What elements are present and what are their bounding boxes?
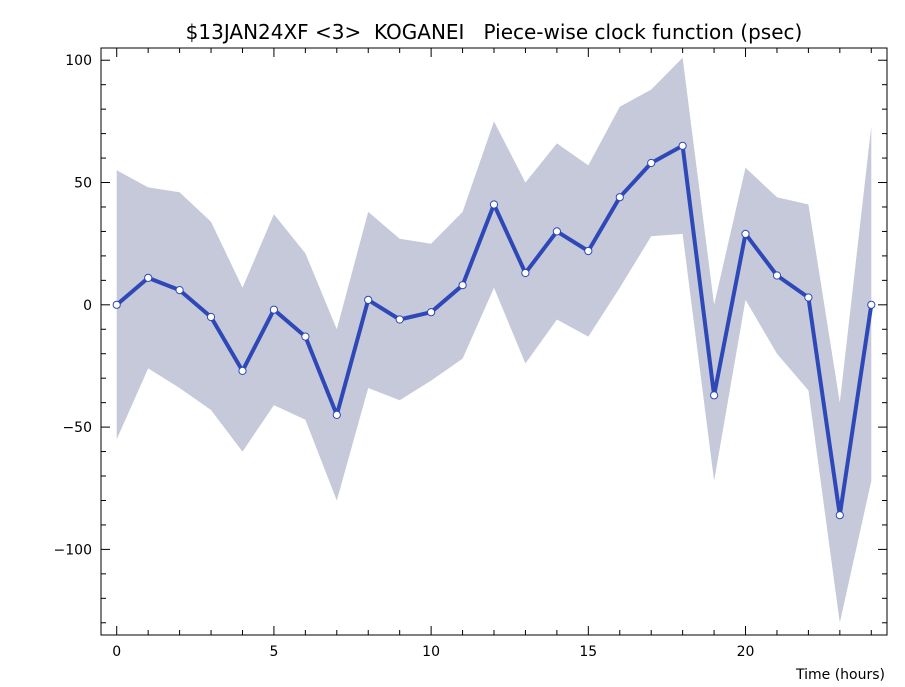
y-tick-label: −50 bbox=[62, 420, 92, 436]
data-point bbox=[458, 281, 467, 290]
data-point-layer bbox=[112, 141, 876, 520]
data-point bbox=[647, 158, 656, 168]
data-point bbox=[552, 227, 562, 236]
x-axis-label: Time (hours) bbox=[795, 667, 885, 683]
data-point bbox=[741, 229, 750, 238]
uncertainty-band-layer bbox=[116, 57, 872, 623]
axis-ticks bbox=[101, 48, 887, 635]
data-point bbox=[584, 246, 593, 256]
data-point bbox=[206, 312, 216, 322]
data-point bbox=[175, 286, 184, 295]
data-point bbox=[301, 332, 310, 341]
y-tick-label: −100 bbox=[54, 542, 92, 558]
x-tick-label: 10 bbox=[422, 644, 440, 660]
data-point bbox=[678, 141, 687, 150]
data-point bbox=[615, 193, 624, 202]
data-point bbox=[804, 293, 813, 302]
data-point bbox=[772, 271, 782, 280]
data-point bbox=[269, 305, 278, 314]
y-tick-labels: −100 −50 0 50 100 bbox=[54, 53, 92, 558]
data-point bbox=[144, 273, 153, 282]
x-tick-label: 5 bbox=[269, 644, 278, 660]
data-point bbox=[112, 300, 121, 309]
uncertainty-band bbox=[116, 57, 872, 623]
x-tick-label: 20 bbox=[737, 644, 755, 660]
data-point bbox=[332, 410, 341, 419]
y-tick-label: 0 bbox=[83, 298, 92, 314]
chart-title: $13JAN24XF <3> KOGANEI Piece-wise clock … bbox=[186, 20, 803, 44]
data-point bbox=[395, 315, 404, 324]
data-point bbox=[521, 268, 530, 278]
x-tick-labels: 0 5 10 15 20 bbox=[112, 644, 754, 660]
data-point bbox=[835, 511, 844, 520]
y-tick-label: 100 bbox=[65, 53, 92, 69]
y-tick-label: 50 bbox=[74, 176, 92, 192]
data-point bbox=[238, 366, 247, 375]
data-point bbox=[427, 308, 436, 317]
data-point bbox=[710, 391, 719, 400]
data-point bbox=[867, 300, 876, 309]
data-point bbox=[489, 200, 499, 209]
x-tick-label: 0 bbox=[112, 644, 121, 660]
data-point bbox=[364, 295, 373, 304]
x-tick-label: 15 bbox=[579, 644, 597, 660]
